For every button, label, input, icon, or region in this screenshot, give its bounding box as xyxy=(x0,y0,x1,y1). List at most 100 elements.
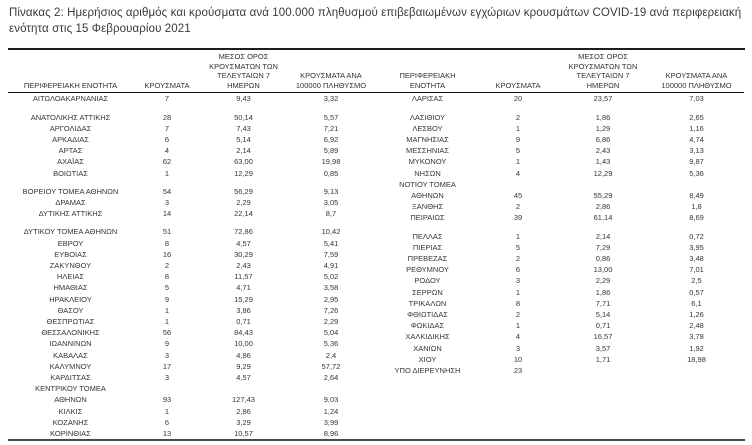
per100k-cell: 2,29 xyxy=(323,317,339,327)
per100k-cell: 18,98 xyxy=(687,354,706,364)
region-name-cell: ΣΕΡΡΩΝ xyxy=(412,287,443,297)
avg7-cell: 4,86 xyxy=(236,350,251,360)
avg7-cell: 10,00 xyxy=(234,339,253,349)
table-row: ΡΟΔΟΥ 3 2,29 2,5 xyxy=(376,275,744,286)
avg7-cell: 6,86 xyxy=(595,134,611,144)
per100k-cell xyxy=(649,365,744,376)
table-row: ΚΑΒΑΛΑΣ 3 4,86 2,4 xyxy=(8,350,376,361)
cases-cell: 1 xyxy=(515,123,521,133)
table-row: ΡΕΘΥΜΝΟΥ 6 13,00 7,01 xyxy=(376,264,744,275)
avg7-cell: 2,43 xyxy=(236,261,251,271)
table-row: ΧΙΟΥ 10 1,71 18,98 xyxy=(376,354,744,365)
table-row: ΘΑΣΟΥ 1 3,86 7,26 xyxy=(8,305,376,316)
avg7-cell: 63,00 xyxy=(234,157,253,167)
per100k-cell: 57,72 xyxy=(321,361,341,371)
per100k-cell: 3,58 xyxy=(323,283,339,293)
region-name-cell: ΥΠΟ ΔΙΕΡΕΥΝΗΣΗ xyxy=(394,366,461,376)
avg7-cell: 23,57 xyxy=(593,94,613,104)
cases-cell: 6 xyxy=(515,265,521,275)
cases-cell: 4 xyxy=(164,146,170,156)
row-spacer xyxy=(376,105,744,112)
avg7-cell: 1,86 xyxy=(595,287,611,297)
avg7-cell: 12,29 xyxy=(593,168,613,178)
per100k-cell: 7,59 xyxy=(323,249,339,259)
region-name-cell: ΠΕΙΡΑΙΩΣ xyxy=(410,213,445,223)
per100k-cell: 7,26 xyxy=(323,305,339,315)
per100k-cell: 3,99 xyxy=(323,417,339,427)
region-name-cell: ΑΙΤΩΛΟΑΚΑΡΝΑΝΙΑΣ xyxy=(32,94,109,104)
avg7-cell: 5,14 xyxy=(236,134,251,144)
per100k-cell: 3,95 xyxy=(689,242,704,252)
avg7-cell: 3,29 xyxy=(236,417,251,427)
cases-cell: 4 xyxy=(515,168,521,178)
avg7-cell: 127,43 xyxy=(232,395,255,405)
per100k-cell: 6,92 xyxy=(323,134,339,144)
cases-cell: 20 xyxy=(513,94,523,104)
per100k-cell: 5,02 xyxy=(323,272,339,282)
cases-cell: 28 xyxy=(162,112,172,122)
region-name-cell: ΧΙΟΥ xyxy=(418,354,437,364)
table-row: ΘΕΣΠΡΩΤΙΑΣ 1 0,71 2,29 xyxy=(8,316,376,327)
region-name-cell: ΧΑΛΚΙΔΙΚΗΣ xyxy=(405,332,450,342)
region-name-cell: ΝΟΤΙΟΥ ΤΟΜΕΑ ΑΘΗΝΩΝ xyxy=(399,179,456,200)
row-spacer xyxy=(376,224,744,231)
region-name-cell: ΤΡΙΚΑΛΩΝ xyxy=(408,298,447,308)
region-name-cell: ΗΛΕΙΑΣ xyxy=(56,272,85,282)
region-name-cell: ΦΩΚΙΔΑΣ xyxy=(410,321,445,331)
column-header-per100k: ΚΡΟΥΣΜΑΤΑ ΑΝΑ 100000 ΠΛΗΘΥΣΜΟ xyxy=(286,50,376,94)
table-row: ΚΕΝΤΡΙΚΟΥ ΤΟΜΕΑ ΑΘΗΝΩΝ 93 127,43 9,03 xyxy=(8,383,376,405)
table-row: ΞΑΝΘΗΣ 2 2,86 1,8 xyxy=(376,201,744,212)
table-body-left: ΑΙΤΩΛΟΑΚΑΡΝΑΝΙΑΣ 7 9,43 3,32 ΑΝΑΤΟΛΙΚΗΣ ΑΤΤΙ… xyxy=(8,93,376,439)
row-spacer-cell xyxy=(376,224,744,231)
avg7-cell: 16,57 xyxy=(593,332,613,342)
avg7-cell: 61,14 xyxy=(593,213,613,223)
per100k-cell: 5,36 xyxy=(689,168,704,178)
per100k-cell: 9,03 xyxy=(323,395,339,405)
table-row: ΒΟΡΕΙΟΥ ΤΟΜΕΑ ΑΘΗΝΩΝ 54 56,29 9,13 xyxy=(8,186,376,197)
cases-cell: 9 xyxy=(164,339,170,349)
cases-cell: 1 xyxy=(164,168,170,178)
row-spacer-cell xyxy=(8,105,376,112)
table-row: ΛΑΡΙΣΑΣ 20 23,57 7,03 xyxy=(376,93,744,105)
avg7-cell: 22,14 xyxy=(234,209,253,219)
table-row: ΑΡΓΟΛΙΔΑΣ 7 7,43 7,21 xyxy=(8,123,376,134)
cases-cell: 5 xyxy=(164,283,170,293)
per100k-cell: 2,48 xyxy=(689,321,704,331)
per100k-cell: 9,13 xyxy=(323,186,339,196)
avg7-cell: 4,57 xyxy=(236,373,251,383)
per100k-cell: 5,04 xyxy=(323,328,339,338)
covid-table-left: ΠΕΡΙΦΕΡΕΙΑΚΗ ΕΝΟΤΗΤΑ ΚΡΟΥΣΜΑΤΑ ΜΕΣΟΣ ΟΡΟ… xyxy=(8,50,376,439)
table-row: ΔΡΑΜΑΣ 3 2,29 3,05 xyxy=(8,197,376,208)
region-name-cell: ΜΑΓΝΗΣΙΑΣ xyxy=(406,134,449,144)
region-name-cell: ΘΕΣΣΑΛΟΝΙΚΗΣ xyxy=(41,328,100,338)
table-row: ΑΡΤΑΣ 4 2,14 5,89 xyxy=(8,145,376,156)
region-name-cell: ΚΑΡΔΙΤΣΑΣ xyxy=(50,373,91,383)
avg7-cell: 4,71 xyxy=(236,283,251,293)
avg7-cell: 55,29 xyxy=(593,191,613,200)
region-name-cell: ΑΧΑΪΑΣ xyxy=(57,157,84,167)
table-row: ΖΑΚΥΝΘΟΥ 2 2,43 4,91 xyxy=(8,260,376,271)
cases-cell: 4 xyxy=(515,332,521,342)
avg7-cell: 11,57 xyxy=(234,272,253,282)
table-row: ΗΛΕΙΑΣ 8 11,57 5,02 xyxy=(8,271,376,282)
avg7-cell: 7,43 xyxy=(236,123,251,133)
cases-cell: 9 xyxy=(164,294,170,304)
table-row: ΑΡΚΑΔΙΑΣ 6 5,14 6,92 xyxy=(8,134,376,145)
per100k-cell: 7,01 xyxy=(689,265,704,275)
region-name-cell: ΚΑΛΥΜΝΟΥ xyxy=(49,361,92,371)
row-spacer xyxy=(8,179,376,186)
row-spacer xyxy=(8,105,376,112)
avg7-cell: 2,43 xyxy=(595,146,611,156)
region-name-cell: ΕΒΡΟΥ xyxy=(57,238,84,248)
table-row: ΥΠΟ ΔΙΕΡΕΥΝΗΣΗ 23 xyxy=(376,365,744,376)
table-row: ΧΑΛΚΙΔΙΚΗΣ 4 16,57 3,78 xyxy=(376,331,744,342)
table-row: ΛΕΣΒΟΥ 1 1,29 1,16 xyxy=(376,123,744,134)
cases-cell: 17 xyxy=(162,361,172,371)
table-row: ΑΧΑΪΑΣ 62 63,00 19,98 xyxy=(8,156,376,167)
cases-cell: 6 xyxy=(164,417,170,427)
header-row: ΠΕΡΙΦΕΡΕΙΑΚΗ ΕΝΟΤΗΤΑ ΚΡΟΥΣΜΑΤΑ ΜΕΣΟΣ ΟΡΟ… xyxy=(8,50,376,94)
row-spacer xyxy=(8,219,376,226)
cases-cell: 13 xyxy=(162,429,172,439)
cases-cell: 6 xyxy=(164,134,170,144)
region-name-cell: ΔΥΤΙΚΗΣ ΑΤΤΙΚΗΣ xyxy=(38,209,103,219)
